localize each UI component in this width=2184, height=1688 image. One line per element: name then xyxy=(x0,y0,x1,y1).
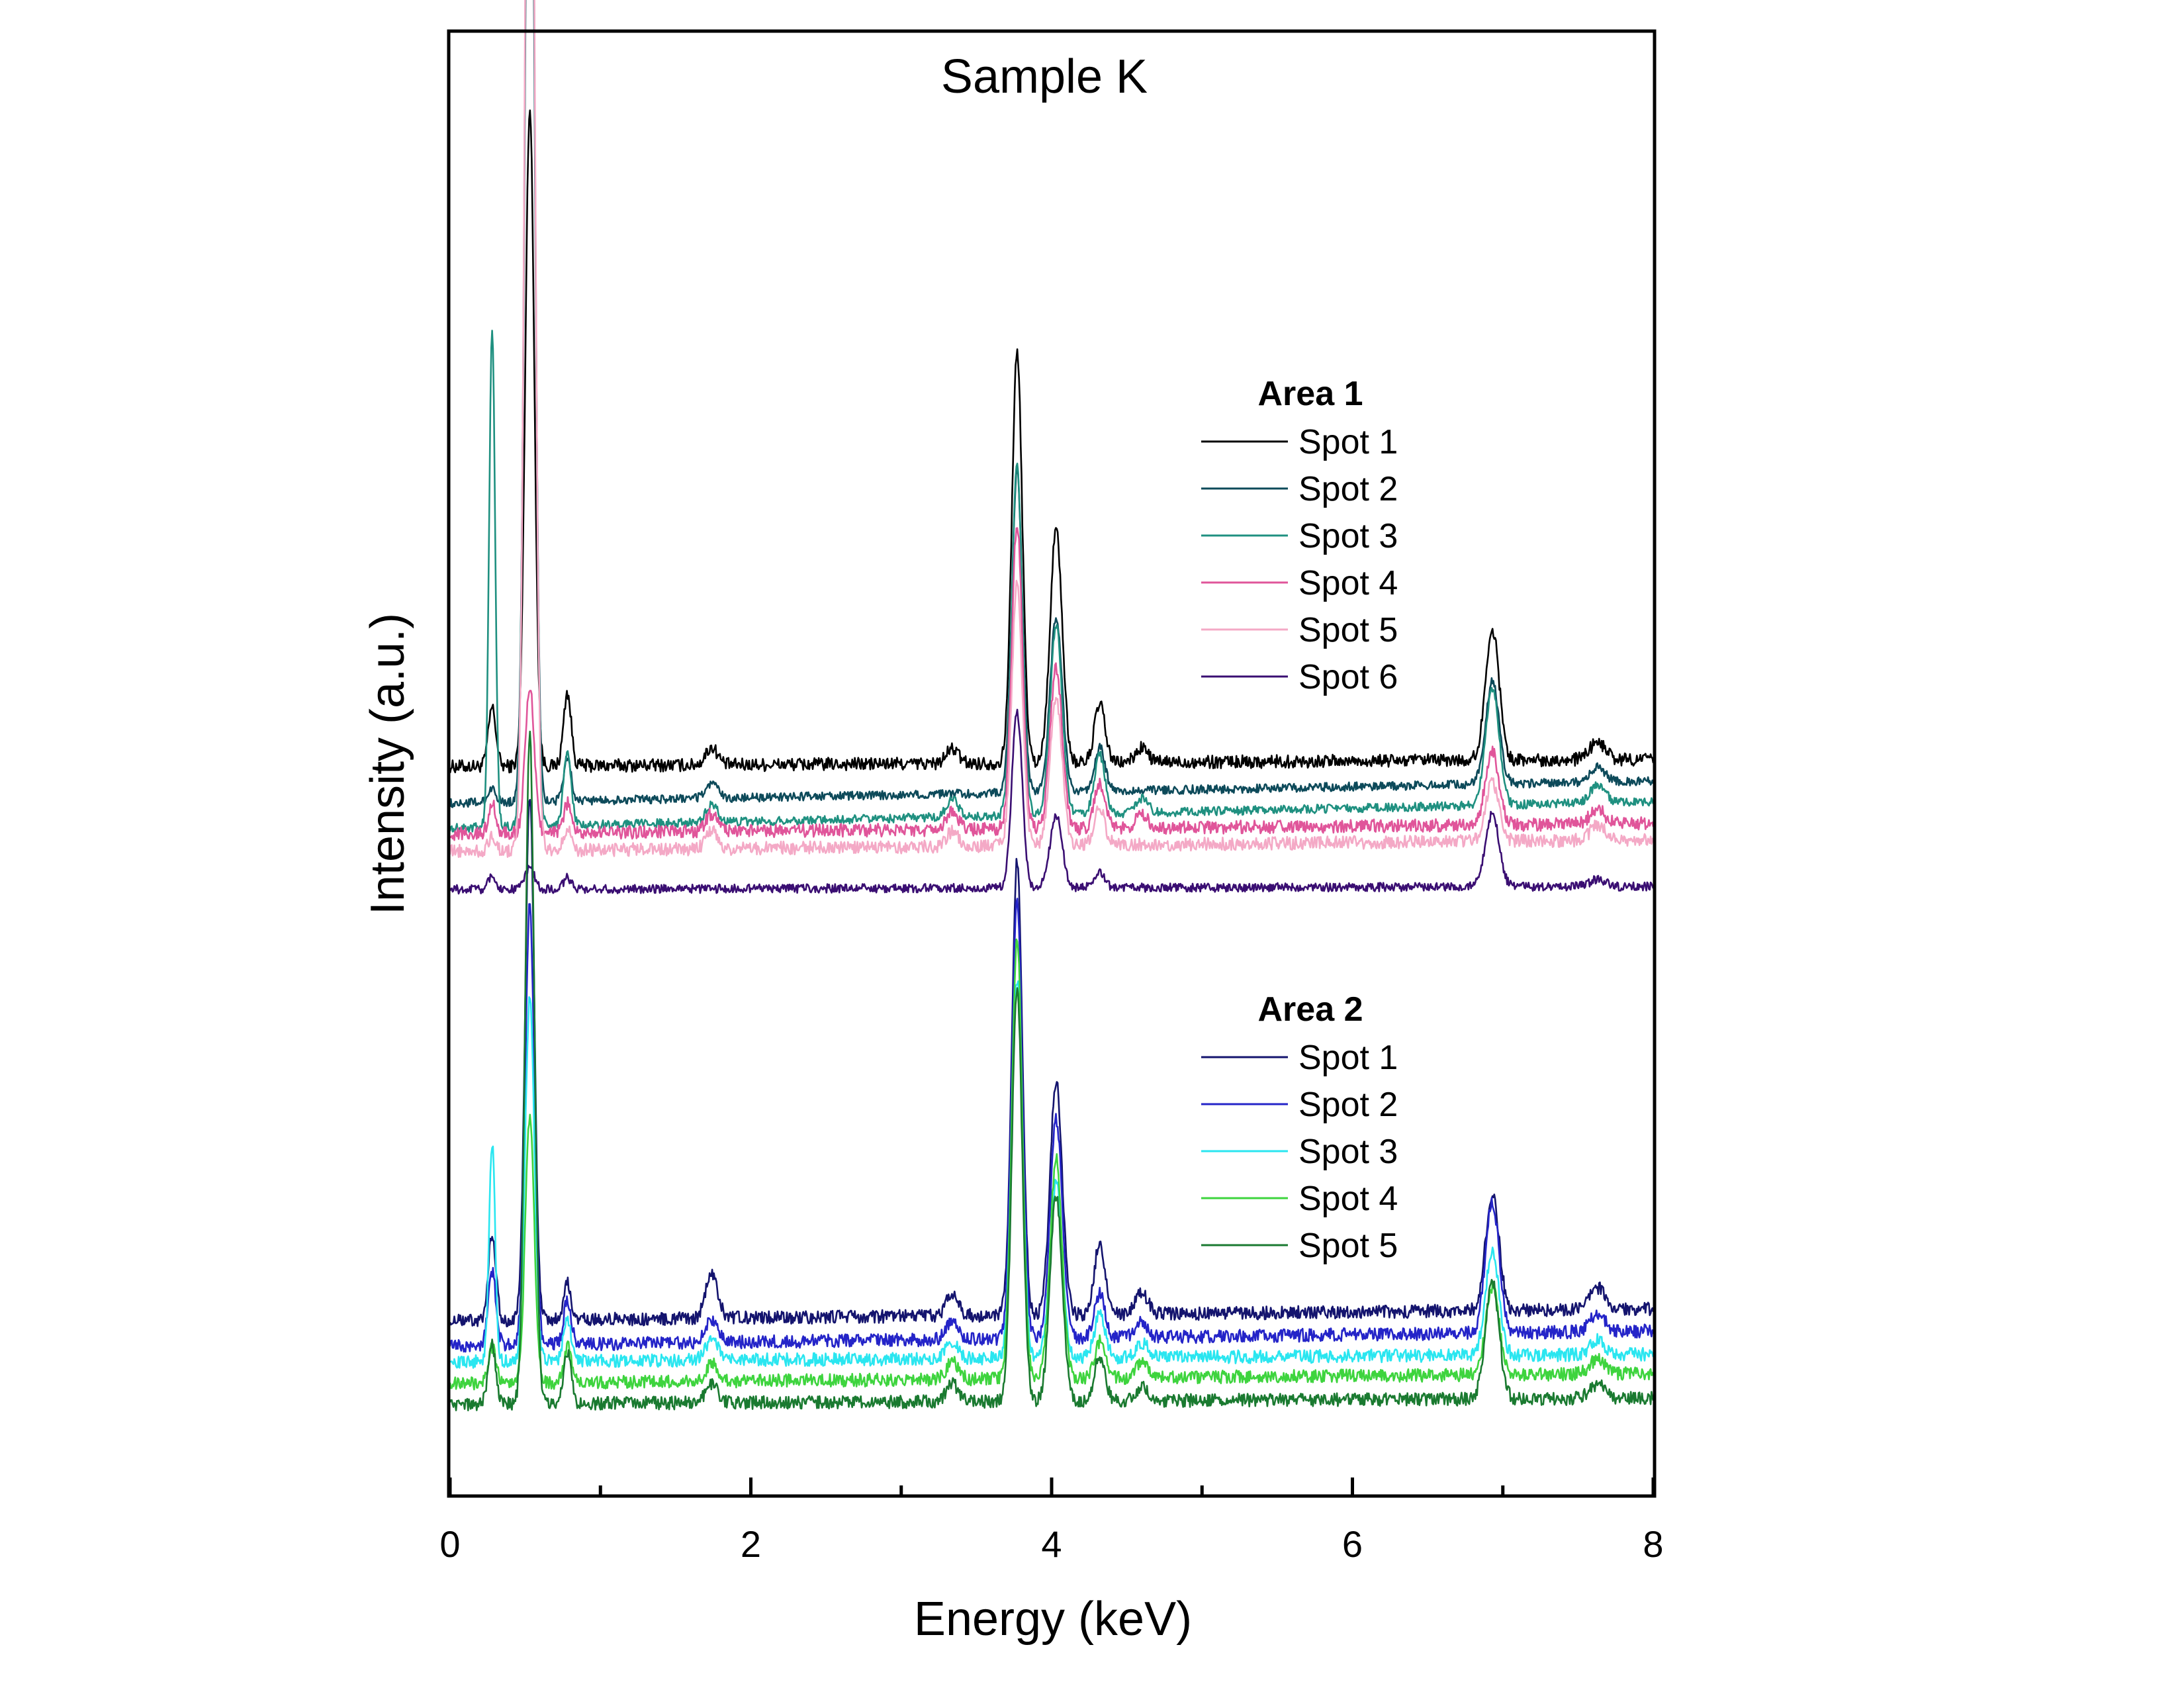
legend-entry-label: Spot 6 xyxy=(1298,658,1398,696)
series-line xyxy=(449,708,1655,895)
x-tick-label: 2 xyxy=(741,1523,761,1565)
series-line xyxy=(449,109,1655,774)
plot-frame xyxy=(447,29,1657,1498)
legend-entry-label: Spot 4 xyxy=(1298,1180,1398,1218)
y-axis-label: Intensity (a.u.) xyxy=(361,613,414,915)
chart-title: Sample K xyxy=(941,50,1148,103)
legend: Area 1 Spot 1 Spot 2 Spot 3 Spot 4 Spot 5 Spot… xyxy=(1201,375,1398,1265)
series-line xyxy=(449,0,1655,833)
legend-entry-label: Spot 4 xyxy=(1298,564,1398,602)
x-tick-label: 8 xyxy=(1643,1523,1663,1565)
legend-entry-label: Spot 3 xyxy=(1298,1133,1398,1171)
legend-group-title: Area 2 xyxy=(1258,990,1363,1029)
legend-entry-label: Spot 3 xyxy=(1298,517,1398,555)
legend-entry-label: Spot 5 xyxy=(1298,611,1398,649)
legend-entry-label: Spot 5 xyxy=(1298,1227,1398,1265)
legend-entry-label: Spot 1 xyxy=(1298,1039,1398,1077)
series-line xyxy=(449,938,1655,1391)
series-line xyxy=(449,798,1655,1328)
legend-group-title: Area 1 xyxy=(1258,375,1363,413)
x-tick-label: 0 xyxy=(439,1523,460,1565)
series-layer xyxy=(449,0,1655,1411)
legend-entry-label: Spot 2 xyxy=(1298,470,1398,508)
x-tick-label: 6 xyxy=(1342,1523,1363,1565)
series-line xyxy=(449,898,1655,1353)
x-axis-ticks: 0 2 4 6 8 xyxy=(439,1477,1664,1565)
series-line xyxy=(449,0,1655,859)
series-line xyxy=(449,527,1655,841)
x-tick-label: 4 xyxy=(1041,1523,1062,1565)
x-axis-label: Energy (keV) xyxy=(914,1593,1192,1646)
legend-entry-label: Spot 1 xyxy=(1298,423,1398,461)
series-line xyxy=(449,730,1655,1411)
legend-entry-label: Spot 2 xyxy=(1298,1086,1398,1124)
